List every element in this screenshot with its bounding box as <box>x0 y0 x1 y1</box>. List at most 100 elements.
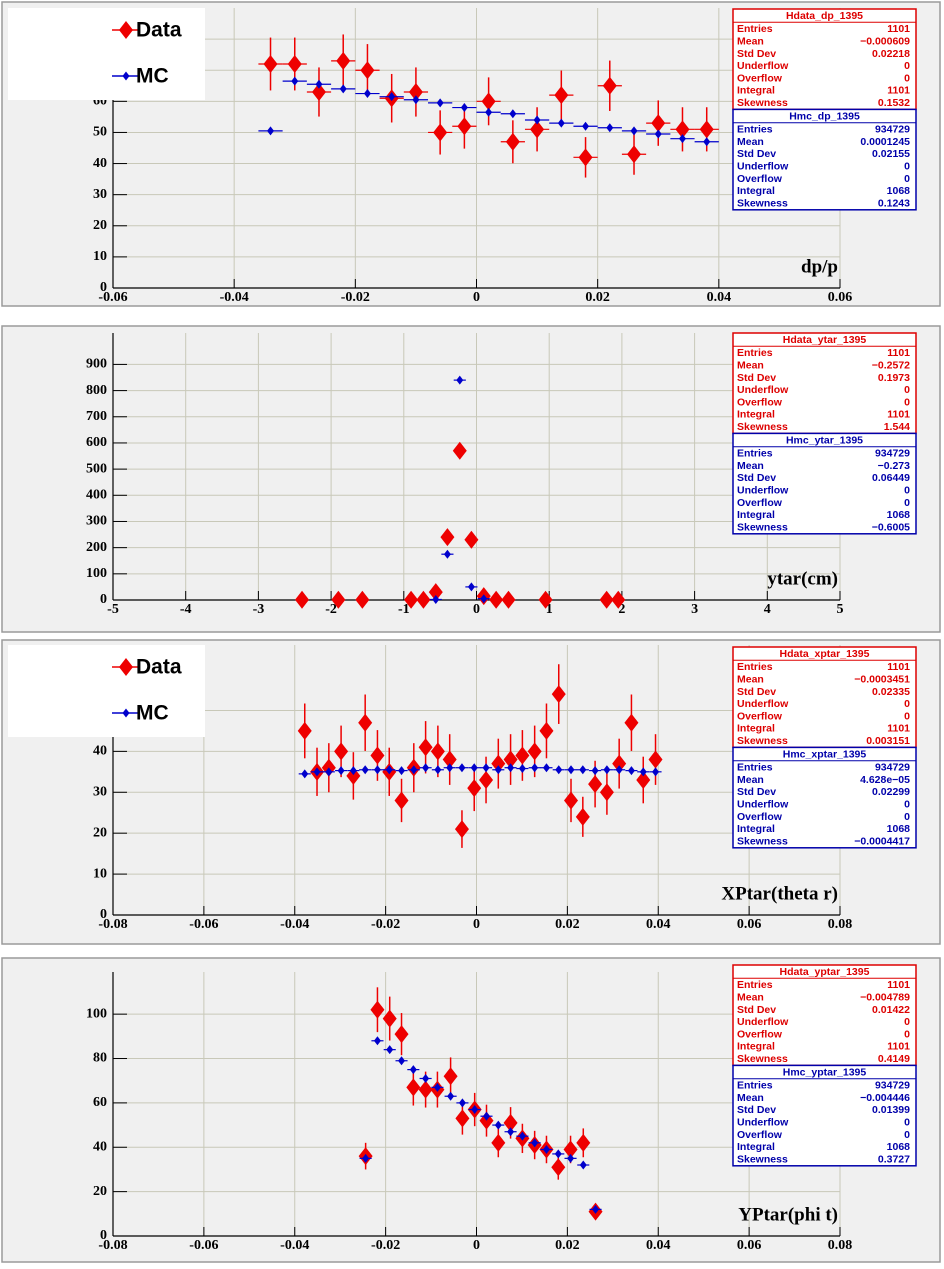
y-tick-label: 20 <box>93 218 107 233</box>
stats-title: Hmc_xptar_1395 <box>783 748 867 760</box>
marker <box>481 92 496 111</box>
x-tick-label: -0.06 <box>189 1238 218 1253</box>
stats-value: 0.01399 <box>872 1104 910 1116</box>
marker <box>436 98 444 108</box>
stats-label: Std Dev <box>737 48 776 60</box>
marker <box>291 76 299 86</box>
stats-label: Std Dev <box>737 786 776 798</box>
stats-value: 0 <box>904 384 910 396</box>
stats-value: 0.1973 <box>878 372 910 384</box>
x-tick-label: 0.08 <box>828 917 853 932</box>
x-tick-label: 5 <box>837 602 844 617</box>
y-tick-label: 30 <box>93 187 107 202</box>
marker <box>287 55 302 73</box>
marker <box>433 1082 441 1092</box>
marker <box>433 123 448 142</box>
marker <box>489 590 504 609</box>
stats-label: Underflow <box>737 1016 789 1028</box>
x-tick-label: -1 <box>398 602 410 617</box>
marker <box>579 765 587 775</box>
stats-label: Std Dev <box>737 686 776 698</box>
stats-box <box>732 1064 917 1167</box>
stats-value: 1101 <box>887 347 910 359</box>
stats-box <box>732 646 917 749</box>
stats-value: 0.4149 <box>878 1053 910 1065</box>
y-tick-label: 0 <box>100 907 107 922</box>
stats-label: Entries <box>737 448 773 460</box>
x-tick-label: 0.02 <box>585 290 610 305</box>
marker <box>599 590 614 609</box>
marker <box>428 583 443 602</box>
marker <box>527 742 542 761</box>
y-tick-label: 10 <box>93 866 107 881</box>
x-tick-label: -0.02 <box>341 290 370 305</box>
marker <box>654 129 662 139</box>
stats-label: Mean <box>737 674 764 686</box>
stats-label: Skewness <box>737 521 788 533</box>
marker <box>576 1133 591 1152</box>
y-tick-label: 700 <box>86 409 107 424</box>
x-tick-label: 0 <box>473 917 480 932</box>
stats-label: Mean <box>737 992 764 1004</box>
x-axis-label: XPtar(theta r) <box>721 883 838 904</box>
marker <box>555 765 563 775</box>
x-tick-label: 0.04 <box>646 1238 671 1253</box>
marker <box>557 118 565 128</box>
stats-label: Entries <box>737 762 773 774</box>
stats-value: 0 <box>904 173 910 185</box>
stats-value: 0 <box>904 497 910 509</box>
marker <box>603 765 611 775</box>
marker <box>267 126 275 136</box>
stats-value: 1101 <box>887 979 910 991</box>
legend-label: MC <box>136 65 169 88</box>
stats-title: Hdata_yptar_1395 <box>780 966 870 978</box>
stats-label: Integral <box>737 185 775 197</box>
marker <box>509 109 517 119</box>
marker <box>627 145 642 164</box>
marker <box>627 766 635 776</box>
marker <box>630 126 638 136</box>
stats-title: Hmc_yptar_1395 <box>783 1066 867 1078</box>
legend-label: MC <box>136 702 169 725</box>
stats-value: 0.1532 <box>878 97 910 109</box>
x-tick-label: -2 <box>325 602 337 617</box>
y-tick-label: 40 <box>93 744 107 759</box>
stats-title: Hmc_ytar_1395 <box>786 434 863 446</box>
marker <box>412 95 420 105</box>
x-axis-label: ytar(cm) <box>767 568 838 589</box>
marker <box>648 750 663 769</box>
marker <box>358 713 373 732</box>
legend-marker <box>119 658 133 676</box>
marker <box>325 767 333 777</box>
stats-value: 0 <box>904 698 910 710</box>
marker <box>518 1131 526 1141</box>
stats-value: 0.0001245 <box>860 136 910 148</box>
marker <box>599 783 614 802</box>
stats-value: 0 <box>904 72 910 84</box>
y-tick-label: 400 <box>86 488 107 503</box>
marker <box>311 83 326 101</box>
stats-value: 0.3727 <box>878 1153 910 1165</box>
marker <box>458 763 466 773</box>
marker <box>505 132 520 151</box>
marker <box>370 1000 385 1019</box>
marker <box>336 51 351 70</box>
marker <box>339 84 347 94</box>
stats-box <box>732 964 917 1067</box>
marker <box>533 115 541 125</box>
stats-value: 0 <box>904 485 910 497</box>
stats-label: Overflow <box>737 396 783 408</box>
marker <box>418 1080 433 1099</box>
marker <box>360 61 375 80</box>
y-tick-label: 60 <box>93 1095 107 1110</box>
marker <box>456 375 464 385</box>
stats-label: Mean <box>737 460 764 472</box>
stats-value: 0 <box>904 396 910 408</box>
stats-label: Integral <box>737 509 775 521</box>
stats-label: Underflow <box>737 60 789 72</box>
marker <box>297 721 312 740</box>
x-tick-label: 0.08 <box>828 1238 853 1253</box>
stats-value: −0.273 <box>878 460 911 472</box>
marker <box>406 1078 421 1097</box>
x-tick-label: -5 <box>107 602 119 617</box>
